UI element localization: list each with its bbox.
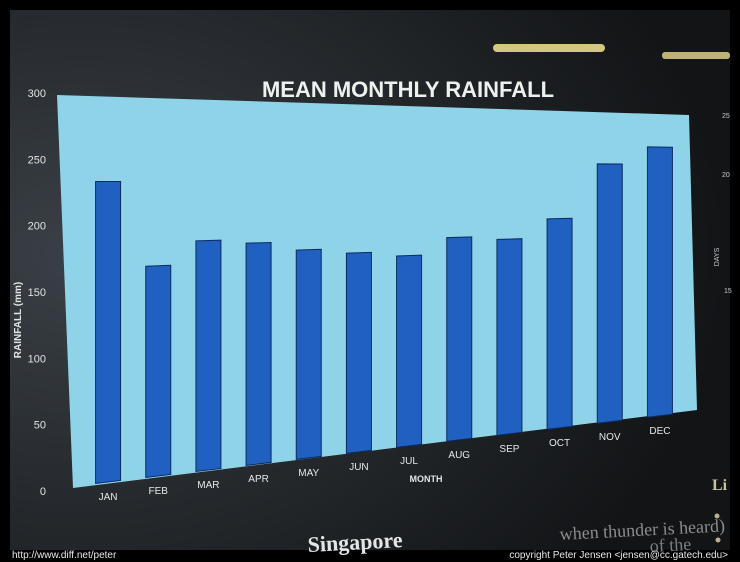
x-tick-label: DEC — [649, 426, 670, 437]
bar-oct — [546, 217, 573, 430]
y-tick-label: 0 — [40, 486, 46, 498]
x-tick-label: JUL — [400, 456, 418, 467]
y-tick-label: 300 — [28, 88, 46, 100]
right-axis-tick: 15 — [724, 288, 732, 295]
chart-title: MEAN MONTHLY RAINFALL — [262, 77, 554, 102]
y-tick-label: 50 — [34, 420, 46, 432]
side-heading: Li — [712, 477, 728, 494]
bullet-icon — [714, 513, 720, 519]
background-text: of the — [649, 534, 691, 556]
singapore-text: Singapore — [307, 527, 403, 557]
bar-apr — [245, 241, 272, 466]
bar-may — [295, 248, 322, 460]
light-reflection — [662, 52, 730, 59]
bar-jul — [396, 254, 423, 448]
x-tick-label: SEP — [499, 444, 519, 455]
bar-feb — [145, 264, 172, 479]
light-reflection — [493, 44, 605, 52]
right-axis-tick: 20 — [722, 172, 730, 179]
x-tick-label: JAN — [99, 492, 118, 503]
bar-aug — [446, 236, 473, 442]
bar-jan — [95, 180, 122, 485]
x-tick-label: MAY — [298, 468, 319, 479]
y-tick-label: 100 — [28, 353, 46, 365]
bar-sep — [496, 238, 523, 436]
y-tick-label: 200 — [28, 221, 46, 233]
bar-dec — [646, 146, 673, 418]
bullet-icon — [715, 537, 721, 543]
right-axis-tick: 25 — [722, 113, 730, 120]
x-tick-label: FEB — [149, 486, 169, 497]
x-tick-label: OCT — [549, 438, 570, 449]
footer-url: http://www.diff.net/peter — [12, 550, 117, 561]
bar-jun — [345, 251, 372, 454]
x-tick-label: AUG — [448, 450, 470, 461]
y-tick-label: 150 — [28, 287, 46, 299]
bar-nov — [596, 163, 623, 424]
bar-mar — [195, 239, 222, 473]
x-tick-label: APR — [248, 474, 269, 485]
y-tick-label: 250 — [28, 154, 46, 166]
x-axis-label: MONTH — [410, 474, 443, 484]
y-axis-label: RAINFALL (mm) — [13, 282, 24, 358]
x-tick-label: MAR — [197, 480, 219, 491]
footer-copyright: copyright Peter Jensen <jensen@cc.gatech… — [509, 550, 728, 561]
x-tick-label: JUN — [349, 462, 368, 473]
right-axis-label: DAYS — [714, 247, 721, 266]
x-tick-label: NOV — [599, 432, 621, 443]
